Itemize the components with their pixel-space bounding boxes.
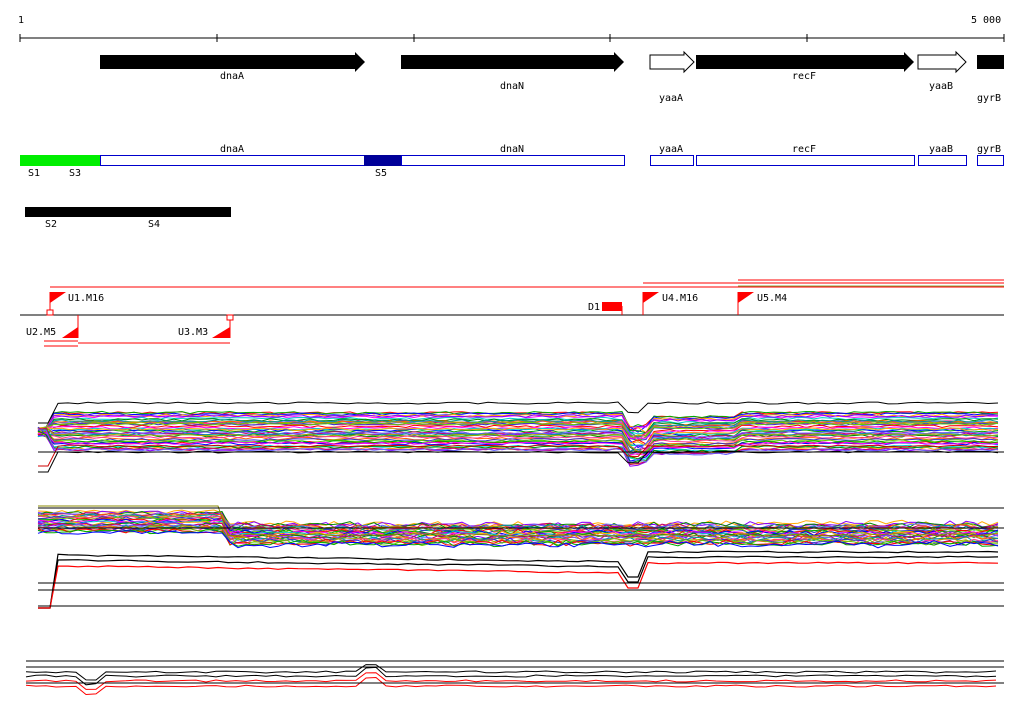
black-segment-track: S2 S4 [25, 207, 231, 230]
gene-arrow-dnaA[interactable] [100, 52, 365, 72]
region-box-yaaB[interactable] [918, 155, 967, 166]
gene-label-gyrB: gyrB [977, 93, 1001, 104]
region-label-recF: recF [792, 144, 816, 155]
coverage-trace [37, 412, 999, 436]
region-label-yaaA: yaaA [659, 144, 683, 155]
coverage-trace [37, 426, 999, 447]
region-box-dnaA[interactable] [100, 155, 365, 166]
flag-U4[interactable] [643, 292, 659, 303]
segment-label-S5: S5 [375, 168, 387, 179]
black-segment-bar[interactable] [25, 207, 231, 217]
flag-label-U5: U5.M4 [757, 293, 787, 304]
gene-label-dnaN: dnaN [500, 81, 524, 92]
coverage-plot-4 [25, 660, 1004, 696]
gene-label-dnaA: dnaA [220, 71, 244, 82]
region-label-dnaA: dnaA [220, 144, 244, 155]
coverage-plot-3 [38, 550, 1004, 609]
coverage-trace [37, 414, 999, 430]
ruler-ticks [19, 34, 1005, 42]
coverage-outline [38, 444, 998, 467]
flag-marker-U1 [46, 309, 54, 316]
coverage-trace [38, 550, 999, 609]
flag-U3[interactable] [212, 327, 230, 338]
coverage-plot-2 [37, 505, 1004, 549]
gene-arrow-yaaB[interactable] [917, 50, 967, 74]
region-box-gyrB[interactable] [977, 155, 1004, 166]
region-box-recF[interactable] [696, 155, 915, 166]
coverage-trace [37, 413, 999, 434]
segment-S5-box[interactable] [364, 155, 401, 166]
gene-label-recF: recF [792, 71, 816, 82]
segment-green[interactable] [20, 155, 100, 166]
region-label-gyrB: gyrB [977, 144, 1001, 155]
gene-label-yaaA: yaaA [659, 93, 683, 104]
deletion-box-D1[interactable] [602, 302, 622, 311]
coverage-trace [37, 429, 999, 456]
coverage-trace [37, 432, 999, 457]
coverage-trace [38, 555, 999, 609]
flag-U2[interactable] [62, 327, 78, 338]
coverage-trace [25, 664, 997, 681]
segment-label-S4: S4 [148, 219, 160, 230]
coverage-trace [38, 561, 999, 609]
coverage-outline [38, 450, 999, 473]
coverage-trace [37, 427, 999, 451]
gene-arrow-recF[interactable] [696, 52, 914, 72]
segment-label-S1: S1 [28, 168, 40, 179]
region-box-yaaA[interactable] [650, 155, 694, 166]
coverage-trace [37, 426, 999, 452]
flag-label-U4: U4.M16 [662, 293, 698, 304]
coverage-plot-1 [37, 401, 1004, 473]
gene-arrow-dnaN[interactable] [401, 52, 624, 72]
flag-U1[interactable] [50, 292, 66, 303]
position-ruler: 1 5 000 [18, 15, 1005, 42]
segment-label-S2: S2 [45, 219, 57, 230]
coverage-trace [37, 424, 999, 445]
gene-arrow-yaaA[interactable] [649, 50, 695, 74]
annotation-track: dnaA dnaN yaaA recF yaaB gyrB S1 S3 S5 [20, 144, 1004, 179]
gene-arrow-gyrB[interactable] [977, 55, 1004, 69]
flag-marker-U3 [226, 314, 234, 321]
region-label-yaaB: yaaB [929, 144, 953, 155]
deletion-label-D1: D1 [588, 302, 600, 313]
segment-label-S3: S3 [69, 168, 81, 179]
gene-label-yaaB: yaaB [929, 81, 953, 92]
coverage-trace [25, 672, 997, 690]
coverage-trace [37, 421, 999, 442]
ruler-start-label: 1 [18, 15, 24, 26]
flag-U5[interactable] [738, 292, 754, 303]
coverage-trace [37, 426, 999, 455]
coverage-trace [37, 427, 999, 452]
coverage-trace [37, 510, 999, 530]
gene-track: dnaA dnaN yaaA recF yaaB gyrB [100, 50, 1004, 104]
region-label-dnaN: dnaN [500, 144, 524, 155]
ruler-end-label: 5 000 [971, 15, 1001, 26]
coverage-outline [38, 401, 999, 424]
coverage-trace [37, 429, 999, 464]
flag-label-U1: U1.M16 [68, 293, 104, 304]
coverage-trace [25, 666, 997, 686]
flag-label-U3: U3.M3 [178, 327, 208, 338]
coverage-outline [38, 505, 999, 538]
coverage-trace [25, 676, 997, 696]
flag-label-U2: U2.M5 [26, 327, 56, 338]
feature-track: U1.M16 D1 U4.M16 U5.M4 U2.M5 U3.M3 [20, 279, 1004, 347]
region-box-dnaN[interactable] [401, 155, 625, 166]
coverage-trace [37, 530, 999, 549]
